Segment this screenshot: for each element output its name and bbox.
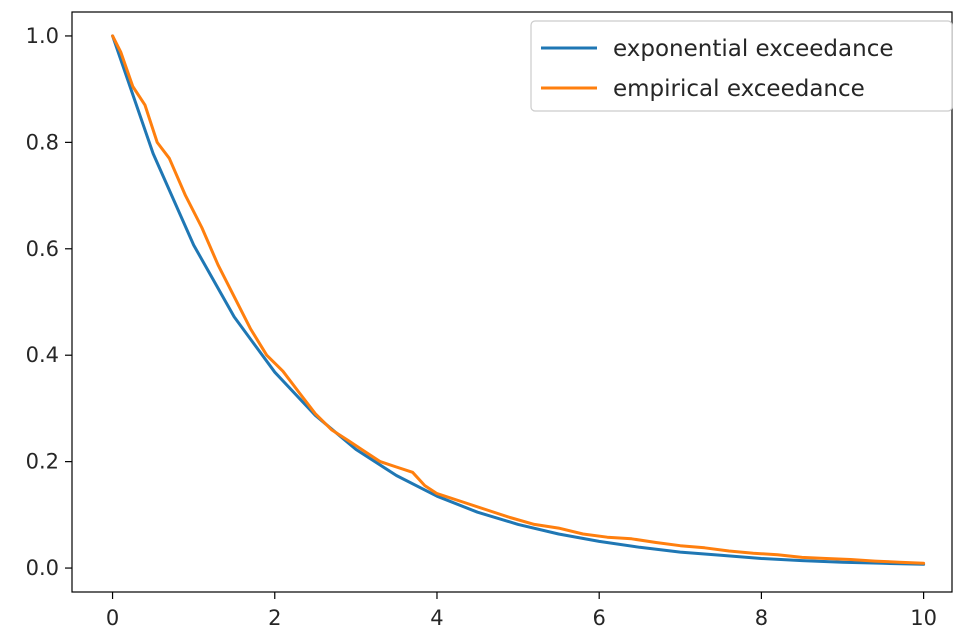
x-tick-label: 0 [106,606,119,630]
y-tick-label: 0.0 [26,556,59,580]
legend-box [530,20,953,112]
legend-label-exponential: exponential exceedance [613,36,894,62]
y-tick-label: 0.6 [26,237,59,261]
x-tick-label: 2 [268,606,281,630]
y-tick-label: 1.0 [26,24,59,48]
series-line-1 [111,34,926,565]
legend: exponential exceedance empirical exceeda… [530,20,953,112]
y-tick-label: 0.8 [26,130,59,154]
y-tick-label: 0.4 [26,343,59,367]
series-layer [111,34,926,566]
legend-label-empirical: empirical exceedance [613,76,865,102]
x-tick-label: 4 [430,606,443,630]
series-line-0 [111,34,926,566]
y-axis-ticks: 0.0 0.2 0.4 0.6 0.8 1.0 [26,24,72,580]
x-tick-label: 6 [593,606,606,630]
y-tick-label: 0.2 [26,450,59,474]
x-tick-label: 10 [910,606,937,630]
plot-frame [71,11,953,593]
x-tick-label: 8 [755,606,768,630]
x-axis-ticks: 0 2 4 6 8 10 [106,592,937,630]
